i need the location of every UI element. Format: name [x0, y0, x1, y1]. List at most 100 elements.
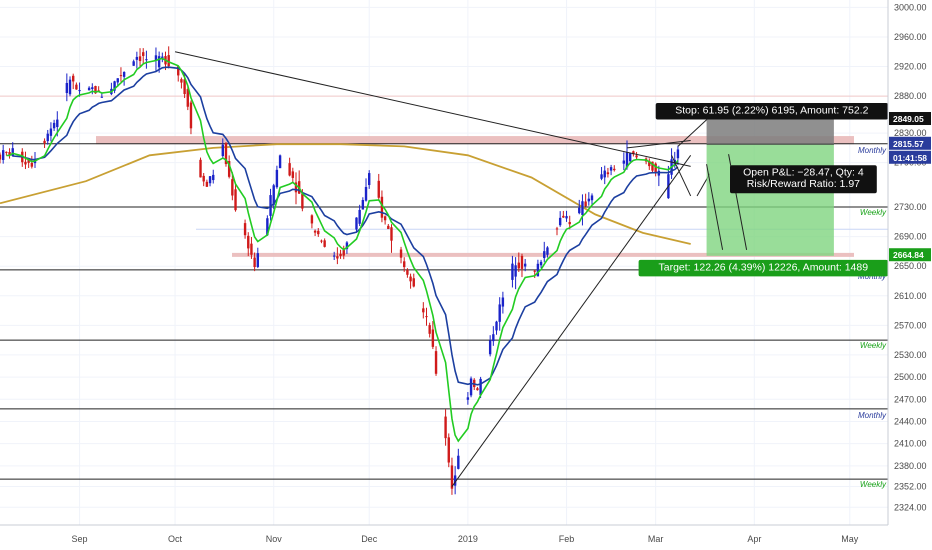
y-tick-label: 2830.00	[894, 128, 927, 138]
y-tick-label: 2324.00	[894, 502, 927, 512]
supply-demand-zone	[96, 136, 854, 145]
candle-body	[122, 72, 126, 77]
position-tool[interactable]: Stop: 61.95 (2.22%) 6195, Amount: 752.2 O…	[638, 103, 888, 277]
candle-body	[606, 172, 610, 175]
candle-body	[406, 269, 409, 275]
candle-body	[212, 174, 215, 181]
candle-body	[68, 79, 72, 95]
price-tag-bg	[889, 136, 931, 150]
candle-body	[266, 218, 269, 236]
candle-body	[584, 201, 587, 207]
candle-body	[142, 52, 145, 56]
trendline	[174, 51, 691, 167]
candle-body	[425, 316, 428, 318]
projection-arrow	[671, 155, 692, 197]
candle-body	[320, 240, 323, 242]
candle-body	[202, 175, 205, 182]
candle-body	[390, 227, 393, 241]
candle-body	[355, 217, 358, 230]
candle-body	[113, 81, 116, 91]
candle-body	[332, 255, 336, 257]
candle-body	[342, 249, 345, 256]
candle-body	[635, 155, 638, 158]
candle-body	[587, 198, 591, 202]
candle-body	[43, 140, 46, 144]
price-tag: 2664.84	[893, 250, 924, 260]
candle-body	[1, 150, 5, 160]
trendline	[626, 139, 691, 149]
x-tick-label: Apr	[747, 534, 761, 544]
candle-body	[555, 228, 559, 230]
candle-body	[676, 149, 680, 159]
y-tick-label: 2730.00	[894, 202, 927, 212]
candle-body	[492, 334, 495, 342]
candle-body	[501, 297, 505, 307]
candle-body	[358, 209, 361, 224]
y-tick-label: 2690.00	[894, 232, 927, 242]
x-tick-label: May	[841, 534, 859, 544]
x-tick-label: Feb	[559, 534, 575, 544]
level-label: Monthly	[858, 411, 887, 420]
candle-body	[457, 455, 460, 469]
candle-body	[377, 180, 380, 198]
candle-body	[132, 61, 135, 66]
y-tick-label: 2570.00	[894, 320, 927, 330]
candle-body	[498, 304, 501, 322]
stop-label-text: Stop: 61.95 (2.22%) 6195, Amount: 752.2	[675, 105, 868, 117]
candle-body	[533, 270, 536, 272]
candle-body	[250, 243, 253, 255]
candle-body	[479, 378, 482, 395]
y-tick-label: 2610.00	[894, 291, 927, 301]
y-tick-label: 2500.00	[894, 372, 927, 382]
candle-body	[565, 216, 568, 219]
target-zone	[706, 144, 834, 256]
candle-body	[30, 162, 34, 167]
ma-fast-line	[6, 57, 679, 443]
candle-body	[488, 340, 492, 355]
candle-body	[422, 308, 425, 313]
candle-body	[11, 148, 14, 156]
candle-body	[495, 321, 498, 331]
y-tick-label: 2440.00	[894, 416, 927, 426]
trendline	[451, 154, 692, 487]
candle-body	[157, 56, 161, 68]
candle-body	[517, 262, 520, 269]
candle-body	[189, 102, 193, 129]
x-tick-label: 2019	[458, 534, 478, 544]
x-tick-label: Nov	[266, 534, 283, 544]
candle-body	[562, 215, 565, 218]
y-axis-background	[888, 0, 932, 550]
pnl-label-text: Risk/Reward Ratio: 1.97	[747, 178, 860, 190]
candle-body	[399, 249, 403, 258]
candle-body	[447, 437, 450, 463]
candle-body	[52, 122, 56, 129]
candle-body	[654, 163, 657, 174]
candle-body	[632, 151, 635, 155]
candle-body	[243, 223, 247, 236]
price-tag-bg	[889, 150, 931, 164]
candle-body	[87, 87, 91, 91]
candle-body	[613, 168, 616, 171]
stop-label-bg	[655, 103, 888, 120]
y-tick-label: 2650.00	[894, 261, 927, 271]
candle-body	[469, 378, 473, 396]
candle-body	[409, 276, 412, 282]
y-tick-label: 2470.00	[894, 394, 927, 404]
candle-body	[208, 176, 212, 184]
candles	[0, 46, 680, 495]
candle-body	[520, 255, 524, 269]
candle-body	[523, 263, 527, 267]
candle-body	[609, 167, 613, 171]
price-tag: 01:41:58	[893, 153, 927, 163]
candle-body	[278, 155, 282, 169]
candle-body	[578, 207, 581, 214]
candle-body	[380, 196, 384, 218]
candle-body	[154, 55, 158, 61]
candle-body	[600, 174, 603, 179]
price-tag-bg	[889, 248, 931, 262]
candle-body	[24, 161, 27, 165]
candle-body	[0, 154, 2, 160]
price-tag: 2815.57	[893, 139, 924, 149]
